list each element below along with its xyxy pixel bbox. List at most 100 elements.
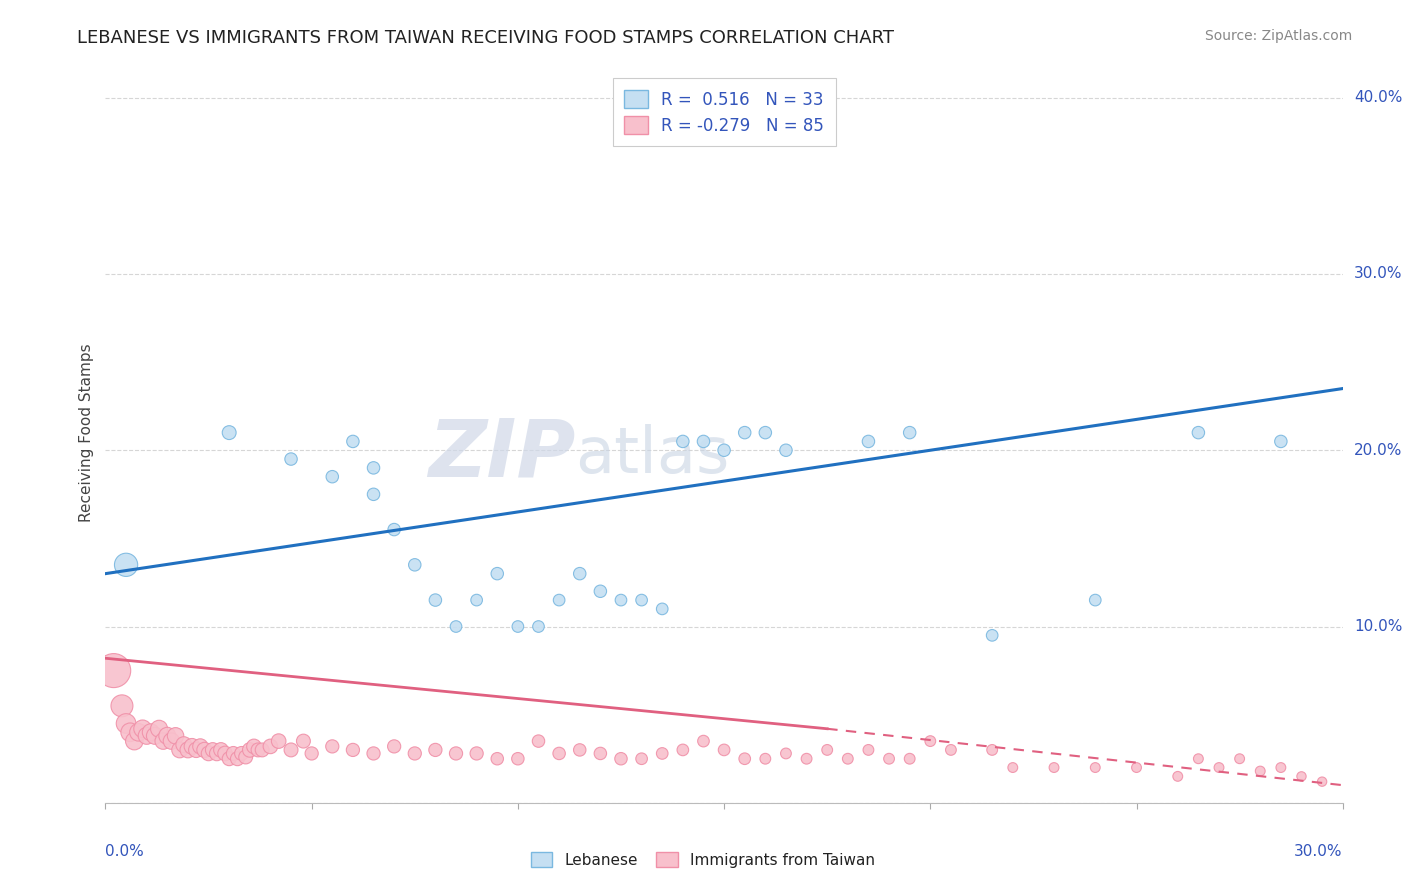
Point [734,752,756,766]
Point [858,434,880,449]
Point [342,434,364,449]
Point [1229,752,1251,766]
Point [548,593,571,607]
Point [920,734,942,748]
Point [169,743,191,757]
Point [734,425,756,440]
Point [465,593,488,607]
Point [193,743,215,757]
Point [444,747,467,761]
Point [222,747,245,761]
Point [250,743,273,757]
Point [610,593,633,607]
Point [404,558,426,572]
Text: atlas: atlas [575,424,730,486]
Point [713,443,735,458]
Point [111,698,134,713]
Point [186,743,208,757]
Point [267,734,290,748]
Point [259,739,281,754]
Point [1167,769,1189,783]
Point [898,752,921,766]
Point [651,747,673,761]
Point [342,743,364,757]
Point [672,434,695,449]
Point [981,628,1004,642]
Point [754,752,776,766]
Point [363,487,385,501]
Point [165,729,187,743]
Point [363,461,385,475]
Legend: R =  0.516   N = 33, R = -0.279   N = 85: R = 0.516 N = 33, R = -0.279 N = 85 [613,78,835,146]
Point [568,743,591,757]
Point [506,619,529,633]
Point [160,734,183,748]
Point [218,425,240,440]
Point [382,523,405,537]
Point [181,739,204,754]
Text: ZIP: ZIP [429,416,575,494]
Point [775,443,797,458]
Text: 40.0%: 40.0% [1354,90,1402,105]
Point [630,752,652,766]
Point [548,747,571,761]
Point [226,752,249,766]
Point [425,593,447,607]
Point [692,434,714,449]
Text: LEBANESE VS IMMIGRANTS FROM TAIWAN RECEIVING FOOD STAMPS CORRELATION CHART: LEBANESE VS IMMIGRANTS FROM TAIWAN RECEI… [77,29,894,46]
Point [247,743,270,757]
Point [589,584,612,599]
Point [1125,760,1147,774]
Point [486,752,509,766]
Point [877,752,900,766]
Y-axis label: Receiving Food Stamps: Receiving Food Stamps [79,343,94,522]
Point [301,747,323,761]
Point [382,739,405,754]
Point [898,425,921,440]
Text: Source: ZipAtlas.com: Source: ZipAtlas.com [1205,29,1353,43]
Point [1310,774,1333,789]
Point [1043,760,1066,774]
Point [124,734,146,748]
Text: 30.0%: 30.0% [1354,267,1402,282]
Point [589,747,612,761]
Point [209,743,232,757]
Point [1270,434,1292,449]
Point [425,743,447,757]
Point [754,425,776,440]
Point [205,747,228,761]
Point [1084,593,1107,607]
Point [363,747,385,761]
Point [1270,760,1292,774]
Point [177,743,200,757]
Point [135,729,157,743]
Point [173,738,195,752]
Point [1084,760,1107,774]
Point [280,743,302,757]
Point [235,750,257,764]
Point [280,452,302,467]
Point [231,747,253,761]
Point [486,566,509,581]
Point [201,743,224,757]
Point [775,747,797,761]
Point [444,619,467,633]
Text: 10.0%: 10.0% [1354,619,1402,634]
Point [1291,769,1313,783]
Point [1208,760,1230,774]
Point [651,602,673,616]
Point [148,722,170,736]
Point [152,734,174,748]
Point [115,716,138,731]
Point [131,722,153,736]
Point [713,743,735,757]
Point [239,743,262,757]
Point [1001,760,1024,774]
Point [1187,752,1209,766]
Point [156,729,179,743]
Point [188,739,211,754]
Point [672,743,695,757]
Point [214,747,236,761]
Point [1249,764,1271,778]
Point [796,752,818,766]
